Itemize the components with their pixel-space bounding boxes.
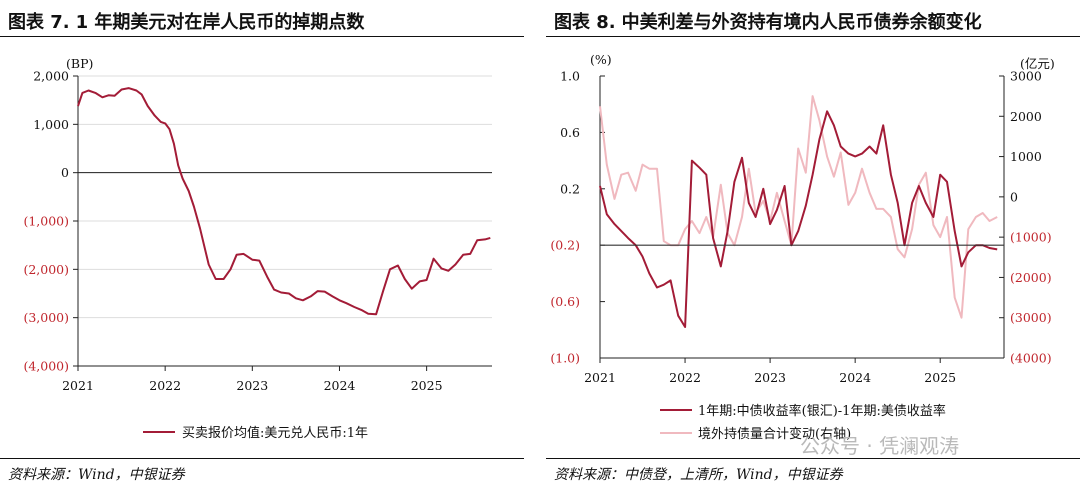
right-x-tick-label: 2023 — [754, 370, 786, 385]
right-legend-label-spread: 1年期:中债收益率(银汇)-1年期:美债收益率 — [698, 403, 946, 419]
right-y2-tick-label: (3000) — [1010, 310, 1052, 325]
left-series-line — [77, 87, 491, 316]
right-y2-axis-unit: (亿元) — [1020, 56, 1055, 71]
right-x-tick-label: 2021 — [584, 370, 616, 385]
left-y-tick-label: 2,000 — [33, 69, 69, 84]
left-chart: 2,000 1,000 0 (1,000) (2,000) (3,000) (4,000) (… — [23, 56, 492, 441]
right-y-tick-label: 0.2 — [560, 181, 580, 196]
right-y-tick-label: (0.2) — [550, 238, 580, 253]
right-y2-tick-label: 2000 — [1010, 109, 1042, 124]
right-x-tick-label: 2025 — [924, 370, 956, 385]
right-chart-panel: 图表 8. 中美利差与外资持有境内人民币债券余额变化 1.0 0.6 0.2 (0.2)… — [546, 0, 1080, 494]
right-y2-tick-label: (4000) — [1010, 351, 1052, 366]
right-source-rule — [546, 458, 1080, 459]
right-figure-number: 图表 8. — [554, 12, 616, 33]
right-y-tick-label: (0.6) — [550, 294, 580, 309]
left-source-note: 资料来源：Wind，中银证券 — [8, 467, 185, 483]
left-y-axis-unit: (BP) — [66, 56, 93, 71]
left-y-tick-label: 1,000 — [33, 117, 69, 132]
left-y-tick-label: (2,000) — [23, 262, 69, 277]
right-holdings-line — [599, 95, 998, 319]
right-y-tick-label: 1.0 — [560, 69, 580, 84]
right-y2-tick-label: 3000 — [1010, 69, 1042, 84]
left-y-tick-label: (4,000) — [23, 359, 69, 374]
right-x-tick-label: 2024 — [839, 370, 871, 385]
left-x-tick-label: 2022 — [149, 378, 181, 393]
left-figure-number: 图表 7. — [8, 12, 70, 33]
right-source-note: 资料来源：中债登，上清所，Wind，中银证券 — [554, 467, 843, 483]
left-title-rule — [0, 36, 524, 37]
left-x-tick-label: 2023 — [236, 378, 268, 393]
right-y-tick-label: (1.0) — [550, 351, 580, 366]
left-y-tick-label: 0 — [61, 165, 69, 180]
left-y-tick-label: (1,000) — [23, 214, 69, 229]
right-x-tick-label: 2022 — [669, 370, 701, 385]
right-y2-tick-label: (1000) — [1010, 230, 1052, 245]
right-y2-tick-label: 0 — [1010, 189, 1018, 204]
left-x-tick-label: 2024 — [324, 378, 356, 393]
right-chart: 1.0 0.6 0.2 (0.2) (0.6) (1.0) 3000 2000 1000 0 (10… — [550, 52, 1055, 442]
left-chart-title: 图表 7. 1 年期美元对在岸人民币的掉期点数 — [8, 8, 364, 34]
right-y-tick-label: 0.6 — [560, 125, 580, 140]
right-y2-tick-label: (2000) — [1010, 270, 1052, 285]
right-chart-title: 图表 8. 中美利差与外资持有境内人民币债券余额变化 — [554, 8, 982, 34]
left-x-tick-label: 2021 — [62, 378, 94, 393]
right-y2-tick-label: 1000 — [1010, 149, 1042, 164]
right-y-axis-unit: (%) — [590, 52, 612, 67]
right-legend-label-holdings: 境外持债量合计变动(右轴) — [698, 426, 851, 442]
left-chart-panel: 图表 7. 1 年期美元对在岸人民币的掉期点数 2,000 1,000 0 (1,000… — [0, 0, 524, 494]
left-source-rule — [0, 458, 524, 459]
left-legend-label: 买卖报价均值:美元兑人民币:1年 — [182, 425, 368, 441]
right-spread-line — [599, 110, 998, 328]
right-title-text: 中美利差与外资持有境内人民币债券余额变化 — [621, 12, 982, 33]
left-title-text: 1 年期美元对在岸人民币的掉期点数 — [75, 12, 365, 33]
left-x-tick-label: 2025 — [411, 378, 443, 393]
right-title-rule — [546, 36, 1080, 37]
watermark: 公众号 · 凭澜观涛 — [800, 434, 960, 458]
left-y-tick-label: (3,000) — [23, 310, 69, 325]
